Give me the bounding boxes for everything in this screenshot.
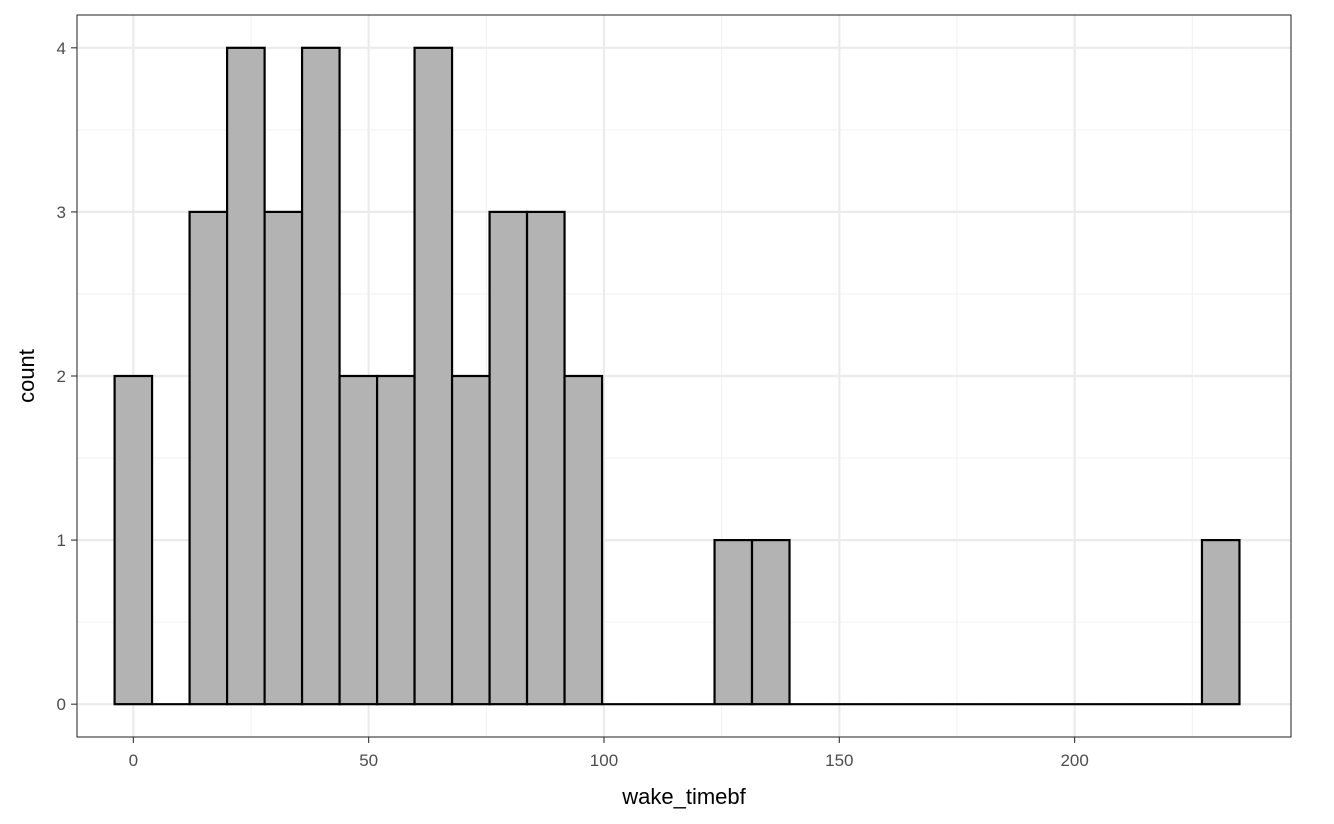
x-axis-title: wake_timebf: [621, 784, 746, 809]
histogram-bar: [225, 46, 266, 706]
histogram-bar: [113, 374, 154, 706]
y-axis-ticks: 0 1 2 3 4: [57, 39, 77, 714]
histogram-bar: [300, 46, 341, 706]
x-tick-label: 50: [359, 751, 378, 770]
y-tick-label: 2: [57, 367, 66, 386]
histogram-bar: [413, 46, 454, 706]
histogram-bar: [525, 210, 566, 706]
histogram-bar: [450, 374, 491, 706]
histogram-bar: [713, 538, 754, 706]
y-axis-title: count: [14, 349, 39, 403]
y-tick-label: 4: [57, 39, 66, 58]
histogram-bar: [488, 210, 529, 706]
y-tick-label: 1: [57, 531, 66, 550]
major-gridlines: [77, 15, 1291, 737]
y-tick-label: 3: [57, 203, 66, 222]
histogram-bar: [375, 374, 416, 706]
histogram-bar: [1200, 538, 1241, 706]
histogram-bar: [563, 374, 604, 706]
x-axis-ticks: 0 50 100 150 200: [129, 737, 1089, 770]
y-tick-label: 0: [57, 695, 66, 714]
x-tick-label: 0: [129, 751, 138, 770]
x-tick-label: 150: [825, 751, 853, 770]
histogram-bar: [750, 538, 791, 706]
histogram-bar: [188, 210, 229, 706]
histogram-bar: [263, 210, 304, 706]
x-tick-label: 200: [1060, 751, 1088, 770]
x-tick-label: 100: [590, 751, 618, 770]
histogram-bars: [113, 46, 1241, 706]
histogram-bar: [338, 374, 379, 706]
